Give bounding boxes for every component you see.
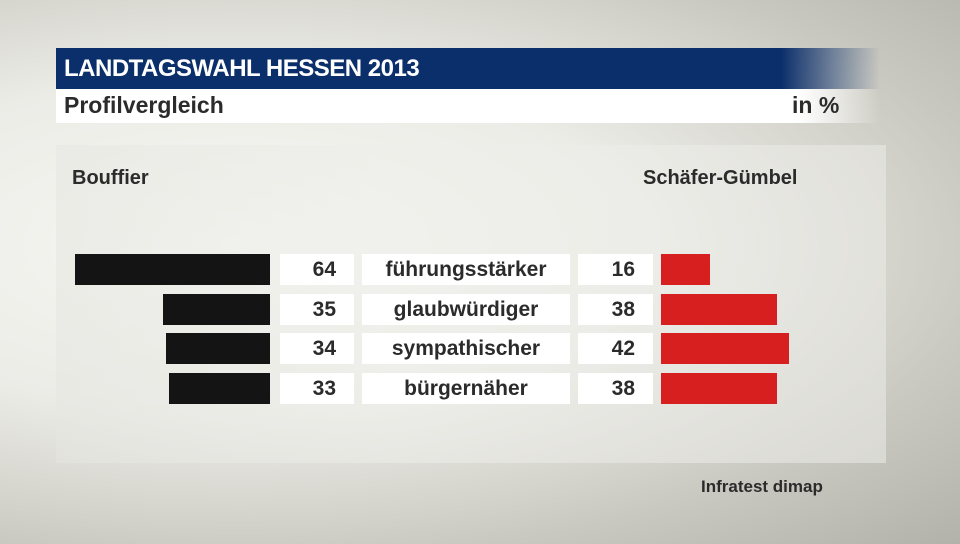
source-label: Infratest dimap <box>701 477 823 496</box>
subtitle-bar <box>56 89 880 123</box>
category-label: sympathischer <box>362 333 570 365</box>
category-label: bürgernäher <box>362 372 570 404</box>
bar-right <box>661 372 777 404</box>
value-label-left: 34 <box>280 333 354 365</box>
chart-subtitle: Profilvergleich <box>64 92 224 118</box>
bar-right <box>661 293 777 325</box>
value-label-left: 35 <box>280 293 354 325</box>
value-label-left: 64 <box>280 254 354 285</box>
value-label-right: 38 <box>578 293 653 325</box>
legend-right-series: Schäfer-Gümbel <box>643 167 798 189</box>
chart-title: LANDTAGSWAHL HESSEN 2013 <box>64 55 420 82</box>
unit-label: in % <box>792 92 840 118</box>
title-bar <box>56 48 880 89</box>
bar-right <box>661 333 790 365</box>
bar-left <box>169 372 270 404</box>
value-label-right: 38 <box>578 372 653 404</box>
bar-left <box>74 254 270 285</box>
bar-left <box>166 333 270 365</box>
category-label: führungsstärker <box>362 254 570 285</box>
bar-right <box>661 254 710 285</box>
value-label-right: 42 <box>578 333 653 365</box>
legend-left-series: Bouffier <box>72 167 149 189</box>
bar-left <box>163 293 270 325</box>
value-label-left: 33 <box>280 372 354 404</box>
value-label-right: 16 <box>578 254 653 285</box>
category-label: glaubwürdiger <box>362 293 570 325</box>
